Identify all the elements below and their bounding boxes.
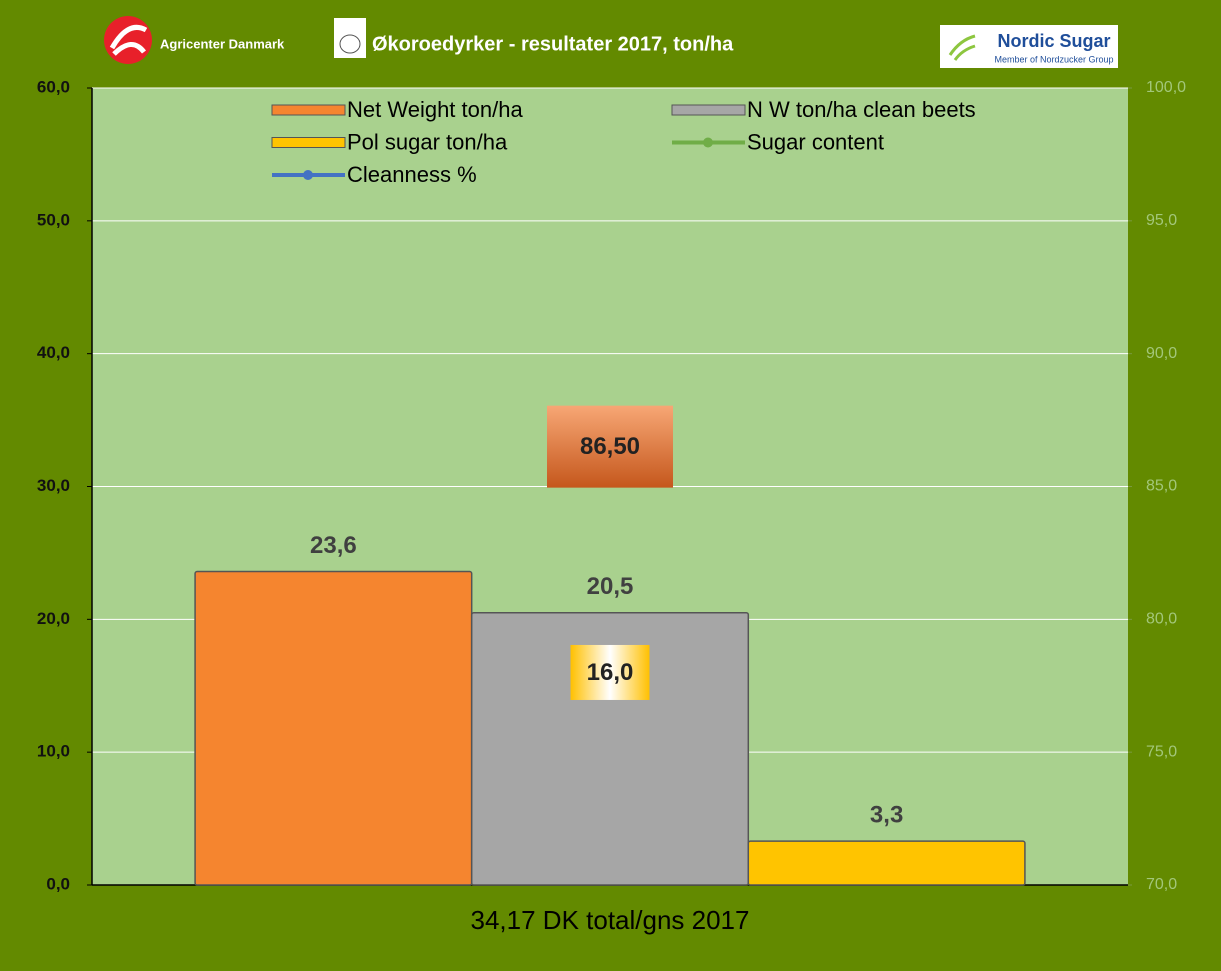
data-label: 20,5: [587, 573, 634, 600]
bar: [470, 611, 750, 886]
legend-label: Pol sugar ton/ha: [347, 129, 508, 154]
logo-subtext: Member of Nordzucker Group: [994, 54, 1113, 64]
beet-shape: [339, 34, 361, 54]
chart-title: Økoroedyrker - resultater 2017, ton/ha: [372, 33, 734, 55]
legend-label: Cleanness %: [347, 162, 477, 187]
nordic-logo-mark: [948, 34, 976, 61]
brand: Agricenter Danmark: [160, 36, 285, 51]
y-tick-label: 40,0: [37, 343, 70, 362]
logo-mark: [109, 24, 148, 56]
y-tick-label: 20,0: [37, 609, 70, 628]
legend-label: Sugar content: [747, 129, 884, 154]
data-label: 23,6: [310, 532, 357, 559]
legend-marker: [303, 170, 313, 180]
y2-tick-label: 75,0: [1146, 743, 1177, 760]
legend-swatch: [271, 104, 346, 116]
legend-label: Net Weight ton/ha: [347, 97, 523, 122]
y-tick-label: 50,0: [37, 210, 70, 229]
y-tick-label: 60,0: [37, 77, 70, 96]
data-label-box: [570, 644, 650, 700]
data-label-box: [547, 405, 673, 488]
y2-tick-label: 70,0: [1146, 876, 1177, 893]
legend-label: N W ton/ha clean beets: [747, 97, 976, 122]
legend-swatch: [671, 104, 746, 116]
bar: [194, 570, 473, 886]
legend-swatch: [271, 137, 346, 148]
data-label: 16,0: [587, 659, 634, 686]
data-label: 86,50: [580, 433, 640, 460]
data-label: 3,3: [870, 802, 903, 829]
y-tick-label: 10,0: [37, 742, 70, 761]
y-tick-label: 0,0: [46, 874, 70, 893]
y2-tick-label: 100,0: [1146, 79, 1186, 96]
y2-tick-label: 90,0: [1146, 345, 1177, 362]
logo-icon: [104, 16, 152, 64]
x-tick-label: 34,17 DK total/gns 2017: [471, 905, 750, 935]
y2-tick-label: 95,0: [1146, 212, 1177, 229]
bar: [747, 840, 1026, 886]
legend-marker: [703, 137, 713, 148]
y2-tick-label: 80,0: [1146, 611, 1177, 628]
y-tick-label: 30,0: [37, 476, 70, 495]
logo-text: Nordic Sugar: [997, 31, 1110, 51]
beet-icon: [334, 18, 366, 58]
y2-tick-label: 85,0: [1146, 478, 1177, 495]
